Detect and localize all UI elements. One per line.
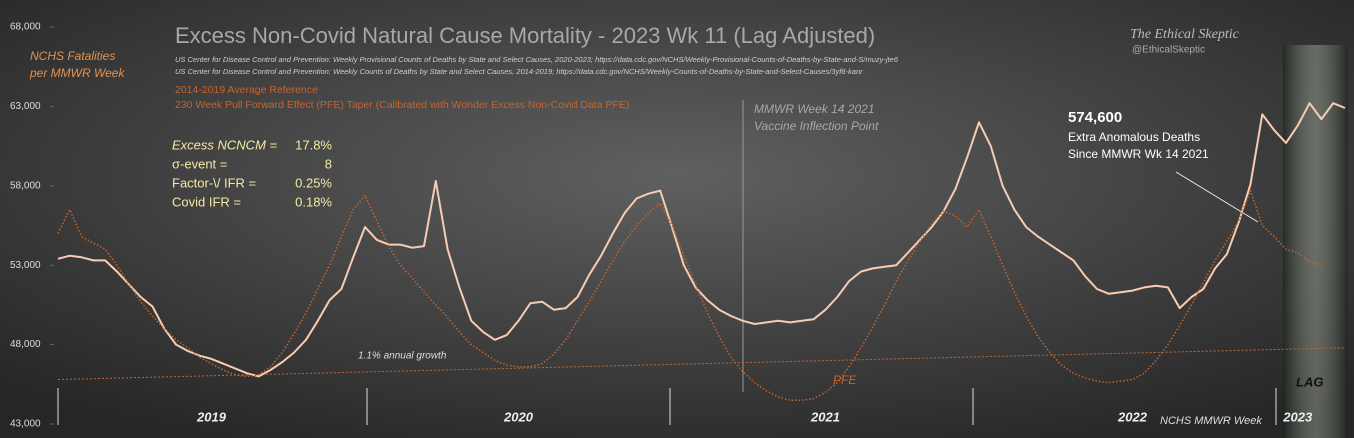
y-tick-label: 68,000 bbox=[10, 22, 41, 33]
x-axis-label: NCHS MMWR Week bbox=[1160, 415, 1262, 427]
stat-value: 17.8% bbox=[295, 137, 332, 152]
brand: The Ethical Skeptic bbox=[1130, 27, 1240, 42]
subtitle: US Center for Disease Control and Preven… bbox=[175, 55, 899, 64]
legend-entry: 2014-2019 Average Reference bbox=[175, 84, 318, 96]
annotation: 574,600 bbox=[1068, 109, 1122, 126]
stat-value: 0.18% bbox=[295, 194, 332, 209]
series-line bbox=[57, 102, 1346, 378]
stat-value: 8 bbox=[325, 156, 332, 171]
y-axis-label: NCHS Fatalities bbox=[30, 49, 115, 63]
annotation: MMWR Week 14 2021 bbox=[754, 102, 875, 116]
annotation-arrow bbox=[1175, 171, 1259, 223]
stat-label: σ-event = bbox=[172, 156, 227, 171]
trend-line bbox=[57, 347, 1346, 381]
trend-label: 1.1% annual growth bbox=[358, 351, 447, 362]
y-tick-label: 43,000 bbox=[10, 419, 41, 430]
x-tick-label: 2021 bbox=[810, 409, 840, 424]
stat-label: Covid IFR = bbox=[172, 194, 241, 209]
legend-note: 230 Week Pull Forward Effect (PFE) Taper… bbox=[175, 99, 629, 111]
brand-handle: @EthicalSkeptic bbox=[1132, 45, 1205, 56]
x-tick-label: 2019 bbox=[196, 409, 227, 424]
chart-title: Excess Non-Covid Natural Cause Mortality… bbox=[175, 23, 875, 48]
year-separators bbox=[57, 388, 1277, 425]
y-tick-label: 48,000 bbox=[10, 339, 41, 350]
annotation: PFE bbox=[833, 373, 857, 387]
subtitle: US Center for Disease Control and Preven… bbox=[175, 67, 863, 76]
stat-label: Factor-\/ IFR = bbox=[172, 175, 256, 190]
y-tick-label: 63,000 bbox=[10, 101, 41, 112]
x-tick-label: 2022 bbox=[1117, 409, 1148, 424]
y-tick-label: 58,000 bbox=[10, 180, 41, 191]
annotation: Extra Anomalous Deaths bbox=[1068, 130, 1200, 144]
x-tick-label: 2020 bbox=[503, 409, 534, 424]
x-tick-label: 2023 bbox=[1282, 409, 1313, 424]
y-axis-label: per MMWR Week bbox=[29, 66, 125, 80]
annotation: LAG bbox=[1296, 374, 1323, 389]
annotation: Since MMWR Wk 14 2021 bbox=[1068, 147, 1209, 161]
annotation: Vaccine Inflection Point bbox=[754, 119, 879, 133]
y-tick-label: 53,000 bbox=[10, 260, 41, 271]
stat-label: Excess NCNCM = bbox=[172, 137, 278, 152]
stat-value: 0.25% bbox=[295, 175, 332, 190]
